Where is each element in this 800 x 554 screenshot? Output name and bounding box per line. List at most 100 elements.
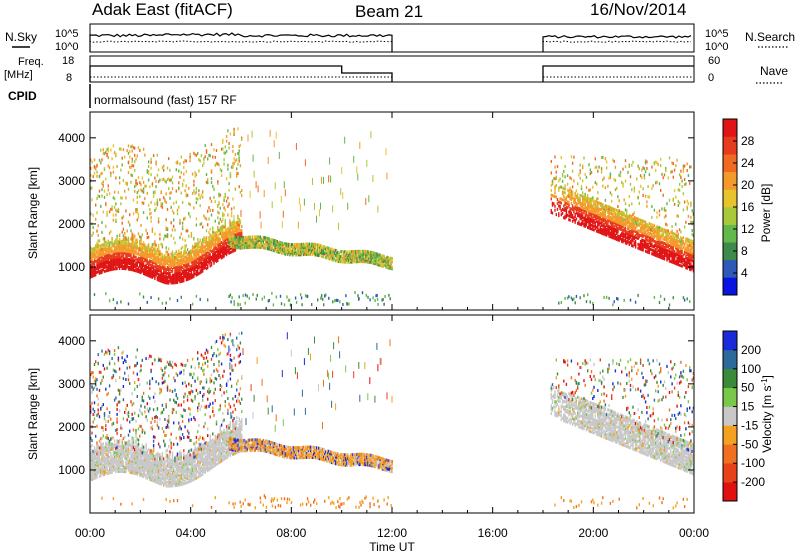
- power-cell: [263, 243, 266, 246]
- power-cell: [662, 243, 664, 247]
- power-cell: [115, 259, 117, 263]
- power-cell: [624, 202, 627, 206]
- power-cell: [314, 246, 316, 250]
- power-cell: [207, 256, 209, 260]
- power-cell: [587, 200, 589, 204]
- power-cell: [629, 231, 632, 235]
- power-cell: [269, 248, 272, 251]
- power-cell: [204, 262, 206, 266]
- power-cell: [614, 179, 617, 182]
- power-cell: [619, 223, 622, 227]
- power-cell: [360, 249, 362, 253]
- power-cell: [362, 253, 364, 257]
- power-cell: [137, 232, 140, 236]
- power-cell: [672, 234, 674, 237]
- power-cell: [218, 221, 220, 225]
- power-cell: [236, 240, 238, 244]
- power-cell: [568, 214, 570, 218]
- power-cell: [157, 274, 160, 278]
- power-cell: [171, 275, 174, 279]
- power-cell: [259, 245, 261, 249]
- power-cell: [202, 164, 204, 168]
- power-cell: [95, 255, 97, 259]
- power-cell: [111, 265, 113, 269]
- power-cell: [313, 248, 315, 251]
- power-cell: [178, 272, 180, 276]
- power-cell: [159, 237, 161, 241]
- power-cell: [179, 274, 181, 278]
- power-cell: [135, 181, 137, 185]
- power-cell: [207, 181, 209, 185]
- power-cell: [355, 255, 357, 259]
- power-cell: [101, 268, 103, 272]
- power-scatter: [90, 127, 695, 307]
- power-cell: [677, 214, 679, 218]
- power-cell: [388, 259, 390, 263]
- power-cell: [379, 263, 381, 267]
- power-cell: [624, 218, 627, 222]
- power-cell: [690, 268, 692, 272]
- power-cell: [227, 167, 229, 171]
- power-cell: [154, 202, 156, 206]
- power-cell: [333, 257, 335, 260]
- power-cell: [653, 234, 656, 237]
- power-cell: [321, 249, 323, 253]
- power-cell: [200, 268, 203, 272]
- power-cell: [584, 217, 586, 221]
- power-cell: [642, 248, 644, 252]
- power-cell: [297, 253, 300, 257]
- power-cell: [326, 256, 328, 260]
- power-cell: [257, 245, 259, 249]
- power-cell: [617, 228, 619, 232]
- power-cell: [171, 175, 174, 179]
- power-cell: [658, 236, 661, 240]
- power-cell: [589, 219, 591, 223]
- power-cell: [628, 195, 630, 198]
- power-cell: [590, 215, 593, 219]
- power-cell: [238, 225, 240, 229]
- power-cell: [389, 256, 391, 260]
- power-cell: [199, 261, 201, 265]
- power-cell: [689, 250, 691, 254]
- power-cell: [102, 184, 104, 188]
- power-cell: [157, 253, 160, 257]
- power-cell: [665, 228, 667, 232]
- power-cell: [200, 243, 203, 247]
- power-cell: [349, 257, 351, 261]
- power-cell: [587, 202, 589, 206]
- power-cell: [248, 237, 250, 241]
- power-cell: [198, 256, 200, 260]
- power-cell: [238, 152, 240, 160]
- power-cell: [642, 194, 644, 197]
- power-cell: [189, 159, 191, 163]
- power-cell: [267, 238, 270, 242]
- power-cell: [611, 235, 613, 239]
- power-cell: [151, 182, 154, 186]
- power-cell: [166, 266, 169, 269]
- power-cell: [127, 144, 130, 148]
- power-cell: [131, 249, 133, 252]
- power-cell: [666, 202, 668, 206]
- power-cell: [102, 262, 104, 266]
- power-cell: [132, 235, 135, 239]
- power-cell: [110, 230, 112, 233]
- power-cell: [643, 167, 646, 171]
- power-cell: [155, 260, 157, 264]
- power-cell: [113, 255, 116, 259]
- power-cell: [614, 212, 617, 216]
- power-cell: [149, 259, 151, 263]
- power-cell: [297, 244, 300, 248]
- power-cell: [683, 225, 686, 229]
- power-cell: [351, 255, 353, 259]
- power-cell: [648, 173, 651, 177]
- power-cell: [154, 255, 156, 259]
- power-cell: [631, 188, 633, 192]
- power-cell: [573, 210, 575, 214]
- power-cell: [574, 213, 576, 217]
- power-cell: [161, 205, 164, 209]
- power-cell: [118, 267, 121, 270]
- power-cell: [160, 262, 162, 266]
- power-cell: [656, 235, 658, 238]
- power-cell: [129, 267, 131, 271]
- power-cell: [344, 258, 346, 262]
